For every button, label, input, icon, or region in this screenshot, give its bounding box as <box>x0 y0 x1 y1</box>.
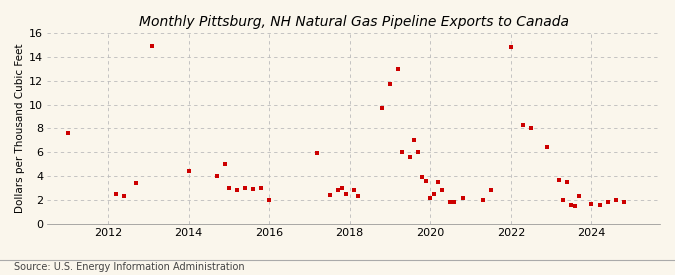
Point <box>352 194 363 199</box>
Point <box>219 162 230 166</box>
Point <box>449 200 460 205</box>
Point <box>425 195 435 200</box>
Point <box>542 145 553 150</box>
Point <box>574 194 585 199</box>
Point <box>62 131 73 135</box>
Point <box>256 186 267 190</box>
Point <box>485 188 496 192</box>
Point <box>111 192 122 196</box>
Point <box>558 198 568 202</box>
Point <box>340 192 351 196</box>
Point <box>147 44 158 48</box>
Point <box>131 181 142 185</box>
Point <box>610 198 621 202</box>
Point <box>232 188 242 192</box>
Point <box>437 188 448 192</box>
Point <box>264 198 275 202</box>
Point <box>570 204 580 208</box>
Point <box>377 106 387 110</box>
Point <box>457 195 468 200</box>
Point <box>240 186 250 190</box>
Text: Source: U.S. Energy Information Administration: Source: U.S. Energy Information Administ… <box>14 262 244 272</box>
Point <box>554 177 565 182</box>
Y-axis label: Dollars per Thousand Cubic Feet: Dollars per Thousand Cubic Feet <box>15 44 25 213</box>
Point <box>562 180 572 184</box>
Point <box>405 155 416 159</box>
Point <box>413 150 424 155</box>
Point <box>348 188 359 192</box>
Point <box>332 188 343 192</box>
Point <box>477 198 488 202</box>
Point <box>618 200 629 205</box>
Point <box>211 174 222 178</box>
Point <box>602 200 613 205</box>
Point <box>433 180 443 184</box>
Point <box>397 150 408 155</box>
Point <box>336 186 347 190</box>
Point <box>594 203 605 207</box>
Point <box>566 203 576 207</box>
Point <box>445 200 456 205</box>
Point <box>385 82 396 86</box>
Point <box>119 194 130 199</box>
Point <box>506 45 516 50</box>
Point <box>223 186 234 190</box>
Point <box>526 126 537 131</box>
Title: Monthly Pittsburg, NH Natural Gas Pipeline Exports to Canada: Monthly Pittsburg, NH Natural Gas Pipeli… <box>139 15 569 29</box>
Point <box>421 179 432 183</box>
Point <box>183 169 194 174</box>
Point <box>518 123 529 127</box>
Point <box>393 67 404 71</box>
Point <box>324 193 335 197</box>
Point <box>409 138 420 142</box>
Point <box>312 151 323 156</box>
Point <box>248 187 259 191</box>
Point <box>417 175 428 180</box>
Point <box>586 201 597 206</box>
Point <box>429 192 439 196</box>
